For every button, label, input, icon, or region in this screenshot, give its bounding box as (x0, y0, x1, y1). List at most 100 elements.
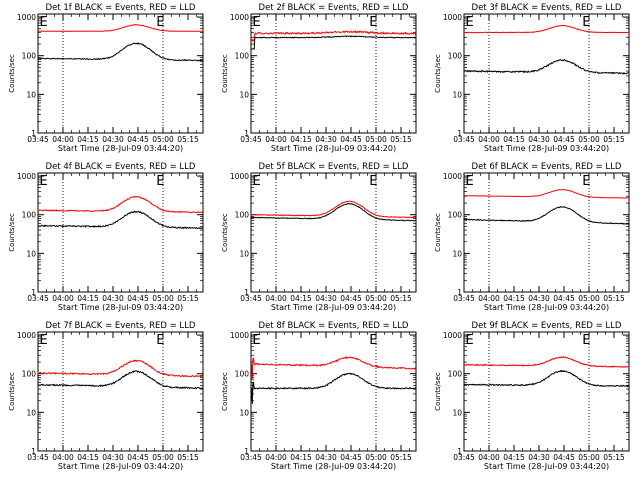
panel-det-1: Det 1f BLACK = Events, RED = LLD E E 1 10 100… (8, 3, 204, 153)
y-tick-label: 1 (244, 129, 249, 138)
y-tick-label: 10 (239, 408, 249, 417)
x-axis-label: Start Time (28-Jul-09 03:44:20) (484, 144, 609, 153)
y-tick-label: 1 (457, 129, 462, 138)
y-tick-label: 1000 (443, 13, 462, 22)
x-tick-label: 05:00 (152, 135, 174, 144)
x-tick-label: 04:45 (127, 135, 149, 144)
x-tick-label: 04:00 (478, 453, 500, 462)
panel-det-7: Det 7f BLACK = Events, RED = LLD E E 1 10 100… (8, 321, 204, 471)
panel-det-8: Det 8f BLACK = Events, RED = LLD E E 1 10 100… (221, 321, 417, 471)
x-tick-label: 04:00 (265, 294, 287, 303)
x-tick-label: 05:15 (390, 135, 412, 144)
events-series-line (37, 370, 204, 390)
x-tick-label: 04:00 (52, 294, 74, 303)
y-tick-label: 100 (235, 52, 250, 61)
x-tick-label: 04:45 (553, 294, 575, 303)
e-marker: E (582, 333, 590, 348)
y-tick-label: 100 (235, 370, 250, 379)
y-tick-label: 1000 (17, 13, 36, 22)
e-marker: E (253, 15, 261, 30)
e-marker: E (582, 15, 590, 30)
y-tick-label: 10 (26, 408, 36, 417)
y-tick-label: 1000 (17, 172, 36, 181)
x-tick-label: 04:30 (102, 294, 124, 303)
events-series-line (37, 42, 204, 62)
x-tick-label: 05:00 (152, 453, 174, 462)
y-axis-label: Counts/sec (8, 54, 16, 93)
events-series-line (463, 59, 630, 75)
y-tick-label: 1 (457, 447, 462, 456)
events-series-line (250, 202, 417, 222)
lld-series-line (37, 359, 204, 378)
y-tick-label: 100 (22, 211, 37, 220)
lld-series-line (37, 195, 204, 214)
x-tick-label: 04:30 (315, 135, 337, 144)
y-tick-label: 10 (239, 249, 249, 258)
y-tick-label: 1 (244, 288, 249, 297)
e-marker: E (40, 15, 48, 30)
y-tick-label: 1000 (230, 172, 249, 181)
panel-title: Det 4f BLACK = Events, RED = LLD (46, 162, 196, 172)
y-tick-label: 10 (26, 249, 36, 258)
x-tick-label: 05:15 (603, 135, 625, 144)
e-marker: E (466, 15, 474, 30)
e-marker: E (40, 333, 48, 348)
x-tick-label: 04:30 (315, 294, 337, 303)
x-tick-label: 04:15 (77, 453, 99, 462)
e-marker: E (466, 333, 474, 348)
panel-det-9: Det 9f BLACK = Events, RED = LLD E E 1 10 100… (434, 321, 630, 471)
panel-title: Det 7f BLACK = Events, RED = LLD (46, 321, 196, 331)
lld-series-line (37, 24, 204, 32)
x-axis-label: Start Time (28-Jul-09 03:44:20) (271, 462, 396, 471)
y-tick-label: 1 (457, 288, 462, 297)
x-tick-label: 04:45 (340, 294, 362, 303)
x-tick-label: 03:45 (27, 135, 49, 144)
panel-title: Det 3f BLACK = Events, RED = LLD (472, 3, 622, 13)
y-tick-label: 1 (31, 288, 36, 297)
x-tick-label: 04:15 (503, 135, 525, 144)
x-tick-label: 04:00 (265, 135, 287, 144)
e-marker: E (369, 15, 377, 30)
e-marker: E (582, 174, 590, 189)
x-tick-label: 04:30 (528, 294, 550, 303)
events-series-line (463, 205, 630, 225)
e-marker: E (156, 15, 164, 30)
x-tick-label: 03:45 (453, 453, 475, 462)
panel-det-6: Det 6f BLACK = Events, RED = LLD E E 1 10 100… (434, 162, 630, 312)
x-tick-label: 05:15 (603, 294, 625, 303)
x-tick-label: 03:45 (240, 294, 262, 303)
y-axis-label: Counts/sec (434, 213, 442, 252)
x-tick-label: 04:15 (290, 135, 312, 144)
x-tick-label: 05:15 (390, 453, 412, 462)
x-tick-label: 04:45 (127, 453, 149, 462)
y-tick-label: 1 (31, 129, 36, 138)
x-tick-label: 03:45 (27, 453, 49, 462)
plot-frame (37, 13, 204, 134)
x-tick-label: 05:00 (152, 294, 174, 303)
y-tick-label: 1000 (230, 331, 249, 340)
y-tick-label: 1 (31, 447, 36, 456)
x-axis-label: Start Time (28-Jul-09 03:44:20) (271, 144, 396, 153)
y-tick-label: 100 (448, 211, 463, 220)
x-tick-label: 04:45 (553, 135, 575, 144)
x-tick-label: 04:30 (528, 135, 550, 144)
plot-frame (463, 13, 630, 134)
plot-frame (37, 331, 204, 452)
events-series-line (463, 369, 630, 388)
x-tick-label: 04:15 (77, 294, 99, 303)
x-tick-label: 04:30 (528, 453, 550, 462)
plot-frame (463, 172, 630, 293)
panel-det-5: Det 5f BLACK = Events, RED = LLD E E 1 10 100… (221, 162, 417, 312)
x-tick-label: 05:15 (390, 294, 412, 303)
y-tick-label: 100 (448, 52, 463, 61)
y-tick-label: 10 (452, 249, 462, 258)
y-axis-label: Counts/sec (221, 54, 229, 93)
x-tick-label: 05:00 (578, 453, 600, 462)
x-tick-label: 04:00 (52, 453, 74, 462)
e-marker: E (253, 333, 261, 348)
x-tick-label: 04:45 (340, 135, 362, 144)
events-series-line (37, 210, 204, 230)
x-tick-label: 04:15 (290, 294, 312, 303)
x-tick-label: 04:45 (340, 453, 362, 462)
